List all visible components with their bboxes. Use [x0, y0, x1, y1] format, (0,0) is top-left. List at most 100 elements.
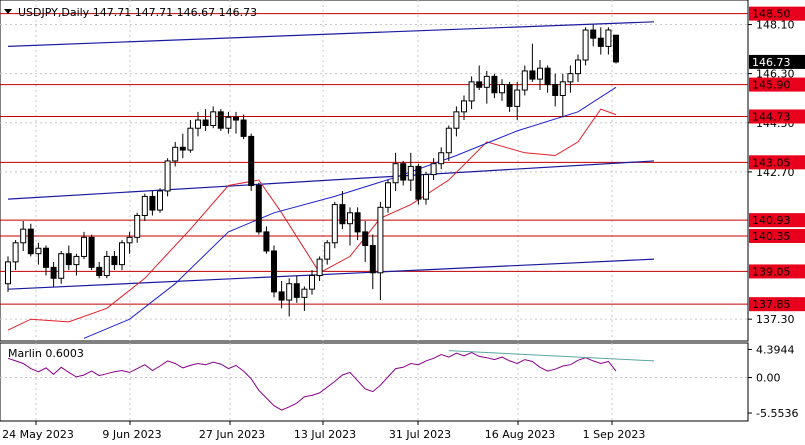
candle-body-bear	[248, 135, 255, 187]
level-badge-label: 137.85	[752, 298, 791, 311]
candle	[240, 114, 247, 140]
collapse-triangle-icon[interactable]	[4, 9, 12, 14]
candle-body-bull	[73, 255, 80, 266]
candle-body-bear	[278, 291, 285, 301]
candle	[187, 120, 194, 153]
marlin-oscillator	[7, 350, 655, 411]
moving-averages	[7, 86, 617, 339]
candle-body-bear	[263, 231, 270, 252]
candle-body-bull	[483, 75, 490, 88]
candle	[195, 111, 201, 137]
candle-body-bull	[134, 215, 141, 238]
candle	[248, 133, 255, 191]
trendline	[7, 160, 655, 200]
candle-body-bull	[172, 146, 179, 162]
candle-body-bear	[613, 34, 619, 63]
candle	[96, 261, 103, 279]
candle-body-bear	[111, 255, 118, 266]
candle-body-bear	[271, 250, 277, 293]
candle	[407, 152, 414, 191]
level-badge	[749, 109, 805, 124]
candle-body-bear	[552, 84, 559, 96]
candle	[331, 201, 338, 249]
candle-body-bull	[164, 160, 171, 192]
candle	[362, 220, 369, 262]
candle	[233, 111, 239, 134]
divergence-line	[448, 350, 655, 362]
candle	[582, 27, 589, 66]
candle	[217, 109, 224, 131]
candle	[50, 261, 57, 287]
time-tick-label: 16 Aug 2023	[485, 428, 555, 441]
candle-body-bull	[12, 242, 19, 263]
indicator-tick-label: 4.3944	[756, 343, 795, 356]
candle	[149, 190, 156, 216]
candle-body-bull	[309, 275, 315, 290]
candle-body-bear	[597, 37, 604, 47]
candle	[293, 275, 300, 303]
candle-body-bull	[423, 174, 429, 200]
candle	[20, 220, 27, 251]
candle-body-bear	[529, 70, 536, 80]
candle-body-bull	[126, 236, 133, 244]
candle	[597, 27, 604, 55]
candle	[347, 207, 353, 246]
level-badge-label: 143.05	[752, 156, 791, 169]
candle	[506, 81, 513, 112]
level-badge	[749, 6, 805, 21]
candle	[324, 240, 331, 265]
candle	[377, 201, 384, 301]
level-badge	[749, 155, 805, 170]
candle	[164, 158, 171, 197]
candle	[111, 250, 118, 271]
candle	[225, 111, 232, 134]
candle-body-bull	[461, 100, 467, 113]
time-tick-label: 9 Jun 2023	[102, 428, 161, 441]
candle	[172, 141, 179, 167]
level-badge-label: 145.90	[752, 79, 791, 92]
indicator-title: Marlin 0.6003	[8, 347, 84, 360]
candle-body-bear	[369, 245, 376, 274]
candle-body-bull	[187, 127, 194, 151]
level-badge-label: 140.35	[752, 230, 791, 243]
candle-body-bull	[324, 242, 331, 260]
candle	[271, 245, 277, 298]
candle	[58, 250, 65, 284]
trendlines	[7, 21, 655, 290]
candle	[35, 242, 42, 265]
chart-symbol-title: USDJPY,Daily 147.71 147.71 146.67 146.73	[18, 6, 257, 19]
candle	[141, 193, 148, 221]
candle	[179, 133, 186, 159]
candle-body-bull	[286, 283, 293, 301]
candle	[567, 65, 574, 93]
timeframe-label: Daily	[61, 6, 89, 19]
current-price-tag: 146.73	[749, 54, 805, 69]
candle	[309, 270, 315, 295]
candle	[88, 234, 95, 271]
candle-body-bull	[521, 70, 528, 91]
candle	[590, 24, 597, 47]
candle	[537, 60, 543, 91]
candle-body-bull	[430, 163, 437, 176]
candle-body-bear	[293, 283, 300, 298]
current-price-badge	[749, 54, 805, 69]
level-badge	[749, 297, 805, 312]
candle-body-bear	[362, 231, 369, 247]
level-badge	[749, 228, 805, 243]
time-tick-label: 24 May 2023	[2, 428, 74, 441]
price-tick-label: 137.30	[756, 313, 795, 326]
candle	[430, 158, 437, 181]
candle-body-bull	[5, 261, 11, 285]
level-badge-label: 144.73	[752, 110, 791, 123]
candle	[354, 207, 361, 241]
candle	[476, 65, 483, 91]
candle-body-bull	[20, 228, 27, 244]
candle	[613, 34, 619, 64]
candle	[286, 278, 293, 317]
ohlc-values: 147.71 147.71 146.67 146.73	[93, 6, 257, 19]
indicator-plot-frame	[0, 342, 749, 422]
candle-body-bear	[27, 228, 34, 255]
candle	[369, 234, 376, 290]
candle-body-bull	[559, 81, 566, 96]
